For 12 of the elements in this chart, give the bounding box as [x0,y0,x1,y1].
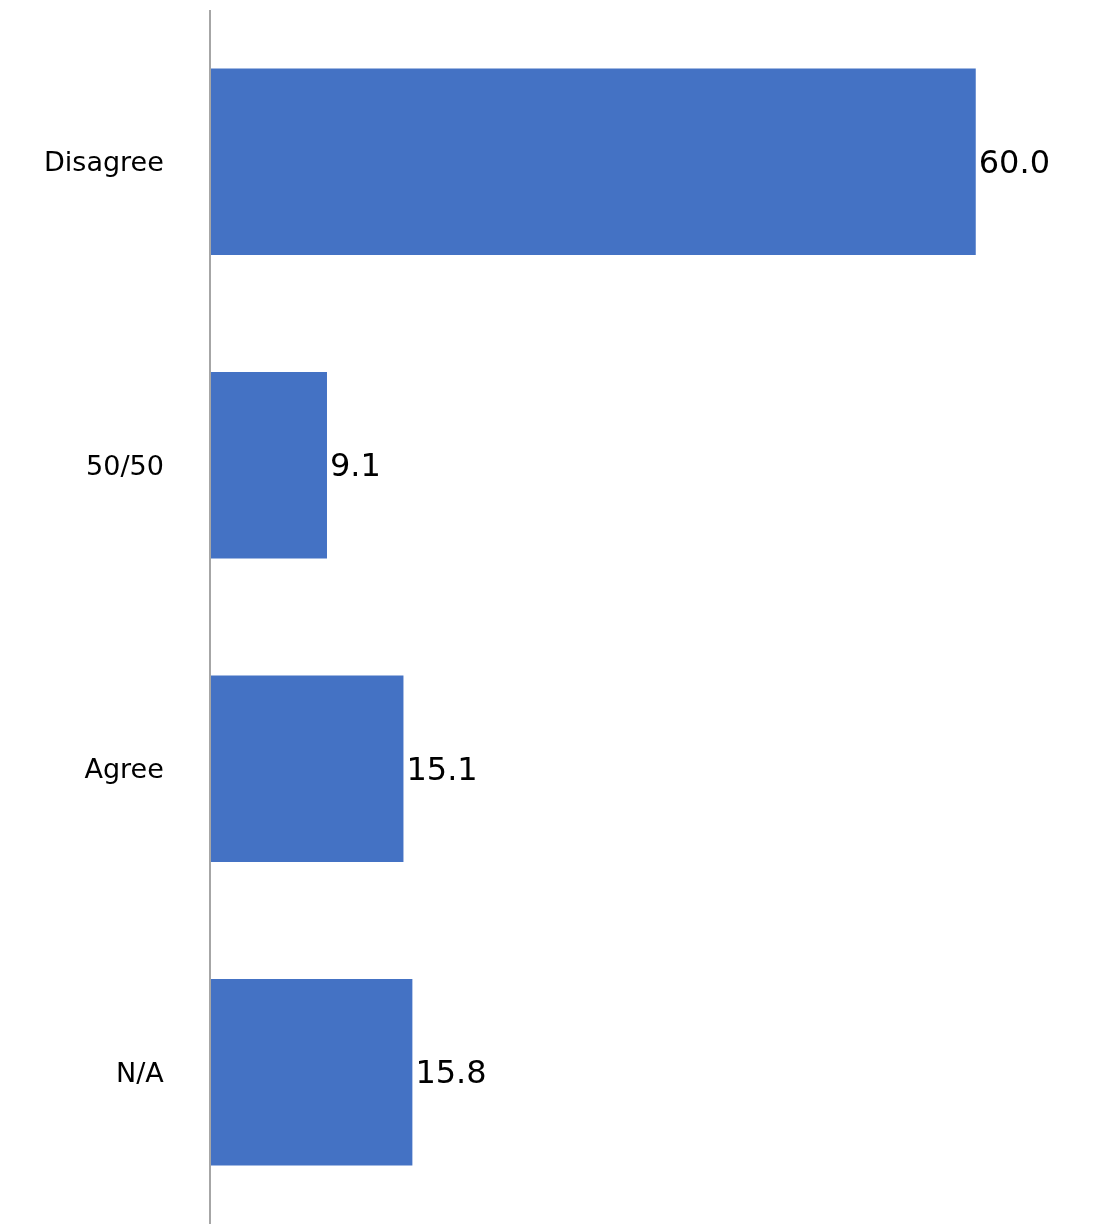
y-tick-label: Disagree [44,146,164,178]
data-label: 9.1 [329,446,381,485]
data-label: 15.1 [406,749,478,788]
bar [211,68,976,256]
bar [211,675,404,863]
data-label: 15.8 [415,1053,487,1092]
bar [211,371,327,559]
y-tick-label: Agree [84,753,164,785]
y-tick-label: N/A [116,1056,165,1088]
bar [211,978,413,1166]
y-tick-label: 50/50 [86,449,164,481]
data-label: 60.0 [978,142,1050,181]
